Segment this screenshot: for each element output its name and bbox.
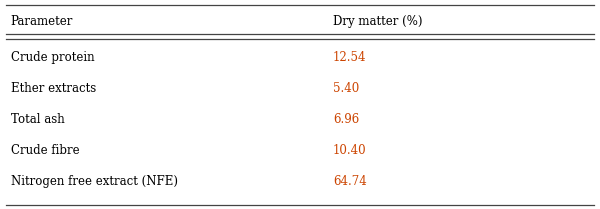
Text: Nitrogen free extract (NFE): Nitrogen free extract (NFE): [11, 175, 178, 188]
Text: Ether extracts: Ether extracts: [11, 82, 96, 95]
Text: Crude fibre: Crude fibre: [11, 144, 79, 157]
Text: 6.96: 6.96: [333, 113, 359, 126]
Text: Parameter: Parameter: [11, 15, 73, 28]
Text: Crude protein: Crude protein: [11, 51, 94, 64]
Text: Total ash: Total ash: [11, 113, 65, 126]
Text: 64.74: 64.74: [333, 175, 367, 188]
Text: 12.54: 12.54: [333, 51, 367, 64]
Text: 5.40: 5.40: [333, 82, 359, 95]
Text: 10.40: 10.40: [333, 144, 367, 157]
Text: Dry matter (%): Dry matter (%): [333, 15, 422, 28]
